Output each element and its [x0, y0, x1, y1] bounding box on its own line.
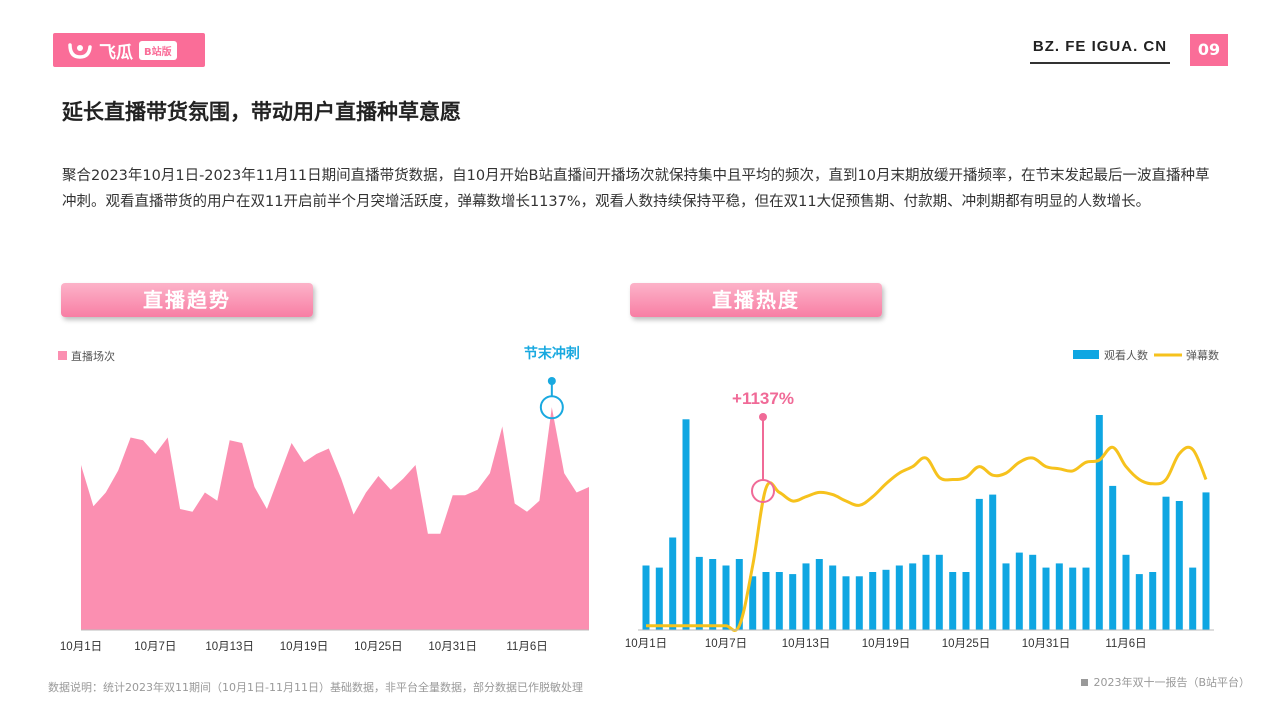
page-title: 延长直播带货氛围，带动用户直播种草意愿 — [62, 100, 461, 124]
page-number: 09 — [1190, 34, 1228, 66]
heat-legend-bar-swatch — [1073, 350, 1099, 359]
heat-bar — [989, 494, 997, 630]
heat-x-tick: 10月1日 — [625, 638, 667, 650]
report-square-icon — [1081, 679, 1089, 686]
heat-bar — [1122, 554, 1130, 631]
heat-bar — [789, 574, 797, 630]
heat-bar — [922, 554, 930, 631]
heat-bar — [775, 572, 783, 630]
logo-text: 飞瓜 — [99, 42, 133, 63]
trend-legend-swatch — [58, 351, 67, 360]
page-description: 聚合2023年10月1日-2023年11月11日期间直播带货数据，自10月开始B… — [62, 168, 1210, 210]
heat-bar — [829, 565, 837, 630]
heat-bar — [935, 554, 943, 631]
report-label-text: 2023年双十一报告（B站平台） — [1093, 676, 1250, 689]
heat-legend-bar-label: 观看人数 — [1104, 348, 1148, 362]
section-label-trend: 直播趋势 — [61, 283, 313, 317]
heat-annotation-ring — [751, 479, 775, 503]
trend-x-tick: 10月1日 — [60, 641, 102, 653]
brand-logo: 飞瓜 B站版 — [53, 33, 205, 67]
heat-x-tick: 10月13日 — [782, 638, 831, 650]
heat-bar — [882, 569, 890, 630]
heat-bar — [909, 563, 917, 630]
heat-bar — [655, 567, 663, 630]
section-label-heat: 直播热度 — [630, 283, 882, 317]
footnote: 数据说明：统计2023年双11期间（10月1日-11月11日）基础数据，非平台全… — [48, 681, 583, 694]
heat-bar — [642, 565, 650, 630]
heat-bar — [1069, 567, 1077, 630]
heat-bar — [1029, 554, 1037, 631]
trend-annotation-label: 节末冲刺 — [524, 345, 580, 361]
heat-bar — [1042, 567, 1050, 630]
heat-bar — [695, 556, 703, 630]
heat-annotation-label: +1137% — [732, 389, 794, 408]
trend-annotation-dot — [547, 377, 556, 385]
trend-x-tick: 10月31日 — [428, 641, 477, 653]
heat-bar — [1189, 567, 1197, 630]
heat-bar — [1202, 492, 1210, 630]
trend-x-tick: 10月7日 — [134, 641, 176, 653]
heat-bar — [1015, 552, 1023, 630]
heat-bar — [1175, 501, 1183, 630]
heat-bar — [1055, 563, 1063, 630]
heat-bar — [709, 559, 717, 630]
heat-bar — [869, 572, 877, 630]
report-label: 2023年双十一报告（B站平台） — [1081, 674, 1250, 690]
heat-x-tick: 10月25日 — [942, 638, 991, 650]
heat-bar — [1002, 563, 1010, 630]
heat-bar — [722, 565, 730, 630]
trend-annotation-ring — [539, 395, 564, 420]
heat-bar — [1109, 485, 1117, 630]
heat-x-tick: 10月31日 — [1022, 638, 1071, 650]
site-url: BZ. FE IGUA. CN — [1030, 38, 1170, 64]
trend-x-tick: 10月19日 — [280, 641, 329, 653]
logo-mark-icon — [68, 43, 92, 59]
heat-bar — [895, 565, 903, 630]
heat-bar — [802, 563, 810, 630]
heat-bar — [1162, 496, 1170, 630]
heat-bar — [855, 576, 863, 631]
heat-bar — [1149, 572, 1157, 630]
heat-bar — [735, 559, 743, 630]
heat-bar — [762, 572, 770, 630]
heat-x-tick: 10月19日 — [862, 638, 911, 650]
heat-bar — [1082, 567, 1090, 630]
heat-x-tick: 11月6日 — [1105, 638, 1146, 650]
heat-bar — [842, 576, 850, 631]
heat-bar — [815, 559, 823, 630]
heat-bar — [949, 572, 957, 630]
heat-legend-line-label: 弹幕数 — [1186, 348, 1219, 362]
logo-badge: B站版 — [139, 40, 177, 60]
heat-x-tick: 10月7日 — [705, 638, 747, 650]
trend-area-series — [81, 407, 589, 630]
trend-x-tick: 10月25日 — [354, 641, 403, 653]
heat-bar — [962, 572, 970, 630]
trend-x-tick: 10月13日 — [205, 641, 254, 653]
trend-x-tick: 11月6日 — [506, 641, 547, 653]
heat-bar — [682, 419, 690, 630]
heat-bar — [1095, 415, 1103, 630]
heat-bar — [1135, 574, 1143, 630]
heat-bar — [749, 576, 757, 631]
heat-bar — [669, 537, 677, 630]
heat-bar — [975, 498, 983, 630]
trend-legend-label: 直播场次 — [71, 349, 115, 363]
heat-annotation-dot — [759, 413, 767, 421]
